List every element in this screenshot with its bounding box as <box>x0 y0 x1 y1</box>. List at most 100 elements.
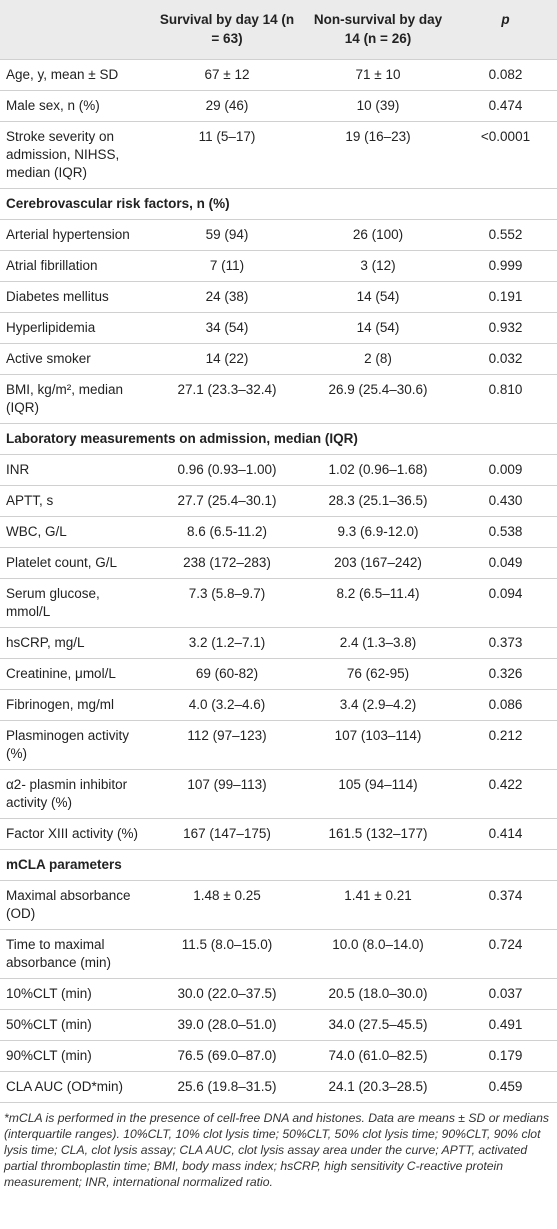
cell: 11.5 (8.0–15.0) <box>152 929 302 979</box>
row-label: INR <box>0 454 152 486</box>
cell: 74.0 (61.0–82.5) <box>302 1040 454 1072</box>
cell: 3.2 (1.2–7.1) <box>152 627 302 659</box>
cell: 14 (54) <box>302 312 454 344</box>
section-header: mCLA parameters <box>0 849 557 881</box>
cell: 27.1 (23.3–32.4) <box>152 374 302 424</box>
cell: 0.491 <box>454 1009 557 1041</box>
row-label: CLA AUC (OD*min) <box>0 1071 152 1103</box>
cell: 107 (99–113) <box>152 769 302 819</box>
cell: 26 (100) <box>302 219 454 251</box>
cell: 0.538 <box>454 516 557 548</box>
row-label: Diabetes mellitus <box>0 281 152 313</box>
cell: 167 (147–175) <box>152 818 302 850</box>
row-label: hsCRP, mg/L <box>0 627 152 659</box>
table-row: Laboratory measurements on admission, me… <box>0 423 557 455</box>
cell: 0.037 <box>454 978 557 1010</box>
table-row: Creatinine, μmol/L 69 (60-82) 76 (62-95) 0.… <box>0 658 557 690</box>
table-row: INR 0.96 (0.93–1.00) 1.02 (0.96–1.68) 0.009 <box>0 454 557 486</box>
row-label: Maximal absorbance (OD) <box>0 880 152 930</box>
row-label: Atrial fibrillation <box>0 250 152 282</box>
cell: 0.96 (0.93–1.00) <box>152 454 302 486</box>
row-label: Time to maximal absorbance (min) <box>0 929 152 979</box>
cell: 71 ± 10 <box>302 59 454 91</box>
header-row: Survival by day 14 (n = 63) Non-survival… <box>0 0 557 60</box>
cell: 27.7 (25.4–30.1) <box>152 485 302 517</box>
cell: 161.5 (132–177) <box>302 818 454 850</box>
table-row: Stroke severity on admission, NIHSS, med… <box>0 121 557 189</box>
table-row: Maximal absorbance (OD) 1.48 ± 0.25 1.41 ±… <box>0 880 557 930</box>
table-row: Arterial hypertension 59 (94) 26 (100) 0.55… <box>0 219 557 251</box>
row-label: BMI, kg/m², median (IQR) <box>0 374 152 424</box>
cell: 59 (94) <box>152 219 302 251</box>
header-cell: Survival by day 14 (n = 63) <box>152 0 302 60</box>
row-label: WBC, G/L <box>0 516 152 548</box>
cell: 0.932 <box>454 312 557 344</box>
cell: 69 (60-82) <box>152 658 302 690</box>
cell: 0.212 <box>454 720 557 770</box>
cell: 2.4 (1.3–3.8) <box>302 627 454 659</box>
table-row: Age, y, mean ± SD 67 ± 12 71 ± 10 0.082 <box>0 59 557 91</box>
cell: <0.0001 <box>454 121 557 189</box>
cell: 0.009 <box>454 454 557 486</box>
row-label: Arterial hypertension <box>0 219 152 251</box>
section-header: Laboratory measurements on admission, me… <box>0 423 557 455</box>
row-label: Male sex, n (%) <box>0 90 152 122</box>
table-row: Factor XIII activity (%) 167 (147–175) 161… <box>0 818 557 850</box>
table-row: CLA AUC (OD*min) 25.6 (19.8–31.5) 24.1 (20… <box>0 1071 557 1103</box>
cell: 10 (39) <box>302 90 454 122</box>
cell: 19 (16–23) <box>302 121 454 189</box>
row-label: Stroke severity on admission, NIHSS, med… <box>0 121 152 189</box>
cell: 8.6 (6.5-11.2) <box>152 516 302 548</box>
table-row: Diabetes mellitus 24 (38) 14 (54) 0.191 <box>0 281 557 313</box>
cell: 3 (12) <box>302 250 454 282</box>
table-row: α2- plasmin inhibitor activity (%) 107 (9… <box>0 769 557 819</box>
row-label: Plasminogen activity (%) <box>0 720 152 770</box>
row-label: Creatinine, μmol/L <box>0 658 152 690</box>
cell: 76 (62-95) <box>302 658 454 690</box>
header-cell: Non-survival by day 14 (n = 26) <box>302 0 454 60</box>
cell: 203 (167–242) <box>302 547 454 579</box>
cell: 30.0 (22.0–37.5) <box>152 978 302 1010</box>
table-row: 90%CLT (min) 76.5 (69.0–87.0) 74.0 (61.0–8… <box>0 1040 557 1072</box>
cell: 7.3 (5.8–9.7) <box>152 578 302 628</box>
cell: 34 (54) <box>152 312 302 344</box>
table-row: Plasminogen activity (%) 112 (97–123) 107 … <box>0 720 557 770</box>
header-cell <box>0 0 152 60</box>
cell: 11 (5–17) <box>152 121 302 189</box>
cell: 76.5 (69.0–87.0) <box>152 1040 302 1072</box>
cell: 29 (46) <box>152 90 302 122</box>
cell: 0.999 <box>454 250 557 282</box>
cell: 0.810 <box>454 374 557 424</box>
row-label: APTT, s <box>0 485 152 517</box>
row-label: Serum glucose, mmol/L <box>0 578 152 628</box>
cell: 0.373 <box>454 627 557 659</box>
row-label: Platelet count, G/L <box>0 547 152 579</box>
cell: 20.5 (18.0–30.0) <box>302 978 454 1010</box>
header-cell: p <box>454 0 557 60</box>
row-label: Age, y, mean ± SD <box>0 59 152 91</box>
cell: 0.430 <box>454 485 557 517</box>
table-row: Male sex, n (%) 29 (46) 10 (39) 0.474 <box>0 90 557 122</box>
cell: 1.02 (0.96–1.68) <box>302 454 454 486</box>
row-label: 10%CLT (min) <box>0 978 152 1010</box>
table-row: WBC, G/L 8.6 (6.5-11.2) 9.3 (6.9-12.0) 0.53… <box>0 516 557 548</box>
cell: 1.48 ± 0.25 <box>152 880 302 930</box>
cell: 0.082 <box>454 59 557 91</box>
cell: 24 (38) <box>152 281 302 313</box>
cell: 0.191 <box>454 281 557 313</box>
footnote: *mCLA is performed in the presence of ce… <box>4 1111 549 1189</box>
data-table: Survival by day 14 (n = 63) Non-survival… <box>0 0 557 1103</box>
cell: 3.4 (2.9–4.2) <box>302 689 454 721</box>
table-row: Fibrinogen, mg/ml 4.0 (3.2–4.6) 3.4 (2.9–4… <box>0 689 557 721</box>
cell: 0.032 <box>454 343 557 375</box>
cell: 0.374 <box>454 880 557 930</box>
row-label: Fibrinogen, mg/ml <box>0 689 152 721</box>
table-row: BMI, kg/m², median (IQR) 27.1 (23.3–32.4)… <box>0 374 557 424</box>
cell: 24.1 (20.3–28.5) <box>302 1071 454 1103</box>
cell: 238 (172–283) <box>152 547 302 579</box>
cell: 28.3 (25.1–36.5) <box>302 485 454 517</box>
cell: 14 (22) <box>152 343 302 375</box>
cell: 14 (54) <box>302 281 454 313</box>
table-row: APTT, s 27.7 (25.4–30.1) 28.3 (25.1–36.5) 0… <box>0 485 557 517</box>
